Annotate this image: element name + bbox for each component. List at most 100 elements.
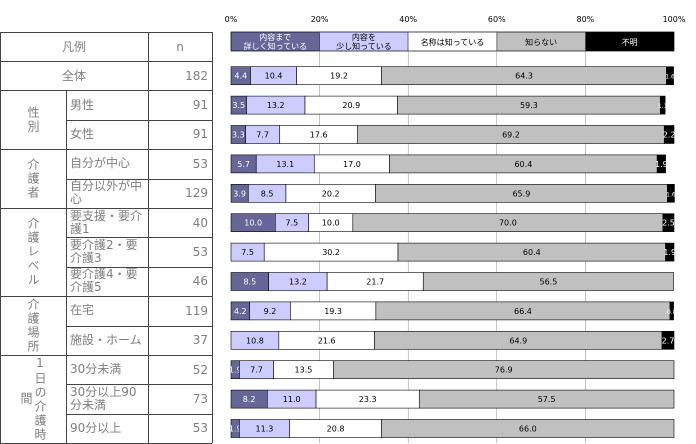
row-n-value: 73 (192, 392, 208, 407)
bar-value-label: 19.3 (324, 307, 342, 316)
bar-value-label: 8.2 (243, 395, 256, 404)
bar-value-label: 1.6 (666, 191, 676, 198)
bar-segment (661, 330, 675, 350)
table-group-divider (66, 90, 67, 150)
bar-segment (656, 154, 666, 174)
row-n-value: 53 (192, 421, 208, 436)
row-label: 男性 (66, 90, 148, 119)
bar-value-label: 5.7 (237, 160, 250, 169)
bar-value-label: 2.2 (663, 131, 676, 140)
table-group-divider (66, 355, 67, 444)
row-n-value: 182 (185, 68, 208, 83)
bar-value-label: 4.2 (234, 307, 247, 316)
table-header-n: n (176, 39, 184, 54)
x-tick-label: 100% (663, 15, 686, 24)
bar-value-label: 20.9 (342, 101, 360, 110)
bar-value-label: 23.3 (359, 395, 377, 404)
row-n-value: 37 (192, 333, 208, 348)
legend-label: 知らない (525, 37, 557, 47)
row-n-value: 91 (192, 127, 208, 142)
bar-value-label: 17.0 (343, 160, 361, 169)
bar-value-label: 30.2 (322, 248, 340, 257)
bar-value-label: 11.0 (283, 395, 301, 404)
legend-label: 名称は知っている (421, 37, 485, 47)
row-label-text: 在宅 (70, 303, 95, 318)
table-row-separator (66, 325, 212, 327)
x-tick-label: 0% (225, 15, 238, 24)
row-label: 在宅 (66, 296, 148, 325)
bar-value-label: 7.5 (286, 219, 299, 228)
table-group-separator (0, 355, 212, 356)
bar-value-label: 19.2 (330, 72, 348, 81)
bar-value-label: 13.2 (267, 101, 285, 110)
group-label: 介護者 (0, 149, 66, 208)
bar-value-label: 1.6 (665, 74, 675, 81)
row-label: 女性 (66, 120, 148, 149)
bar-segment (666, 66, 674, 85)
bar-segment (659, 95, 666, 115)
bar-value-label: 1.9 (229, 425, 242, 434)
bar-value-label: 2.5 (662, 219, 675, 228)
bar-value-label: 76.9 (495, 366, 513, 375)
bar-value-label: 3.9 (233, 189, 246, 198)
group-label-text: 性別 (26, 105, 40, 134)
legend-label: 詳しく知っている (243, 41, 307, 51)
row-label-text: 要介護2・要介護3 (70, 238, 138, 266)
row-label-text: 男性 (70, 97, 95, 112)
table-group-separator (0, 149, 212, 151)
bar-value-label: 20.8 (327, 425, 345, 434)
table-header-border (0, 61, 212, 62)
row-label-text: 30分未満 (70, 362, 122, 377)
bar-segment (418, 389, 675, 409)
bar-value-label: 70.0 (499, 219, 517, 228)
bar-value-label: 21.6 (318, 336, 336, 345)
bar-value-label: 8.5 (243, 278, 256, 287)
bar-value-label: 64.3 (515, 72, 533, 81)
table-group-divider (66, 149, 67, 208)
bar-segment (669, 301, 674, 321)
bar-value-label: 11.3 (256, 425, 274, 434)
bar-value-label: 0.8 (667, 309, 677, 316)
bar-value-label: 64.9 (509, 336, 527, 345)
bar-value-label: 4.4 (234, 72, 247, 81)
row-label-text: 要介護4・要介護5 (70, 267, 138, 295)
table-row-separator (66, 384, 212, 386)
bar-value-label: 1.9 (663, 248, 676, 257)
row-label-text: 自分が中心 (70, 156, 131, 171)
row-label: 自分以外が中心 (66, 179, 148, 208)
bar-value-label: 1.1 (658, 103, 668, 110)
bar-value-label: 2.7 (662, 336, 675, 345)
bar-value-label: 20.2 (322, 189, 340, 198)
group-label-text: 介護レベル (26, 217, 40, 288)
row-n-value: 53 (192, 156, 208, 171)
row-label: 要介護2・要介護3 (66, 237, 148, 266)
bar-value-label: 69.2 (502, 131, 520, 140)
table-group-separator (0, 90, 212, 92)
bar-value-label: 21.7 (366, 278, 384, 287)
x-tick-label: 80% (577, 15, 595, 24)
table-border-left (0, 32, 1, 444)
bar-value-label: 59.3 (520, 101, 538, 110)
x-tick-label: 60% (488, 15, 506, 24)
table-border-top (0, 32, 212, 33)
bar-value-label: 10.0 (322, 219, 340, 228)
table-header-label: 凡例 (61, 40, 86, 54)
table-group-divider (66, 296, 67, 355)
bar-value-label: 10.0 (244, 219, 262, 228)
row-label: 自分が中心 (66, 149, 148, 178)
bar-value-label: 10.8 (246, 336, 264, 345)
table-group-separator (0, 208, 212, 209)
table-group-divider (66, 208, 67, 297)
row-n-value: 129 (185, 186, 208, 201)
table-group-separator (0, 296, 212, 298)
bar-segment (422, 272, 674, 291)
table-row-separator (66, 178, 212, 180)
bar-segment (665, 242, 675, 262)
row-n-value: 119 (185, 303, 208, 318)
bar-value-label: 65.9 (512, 189, 530, 198)
x-tick-label: 20% (311, 15, 329, 24)
table-row-separator (66, 413, 212, 415)
bar-value-label: 3.5 (232, 101, 245, 110)
bar-value-label: 56.5 (540, 278, 558, 287)
